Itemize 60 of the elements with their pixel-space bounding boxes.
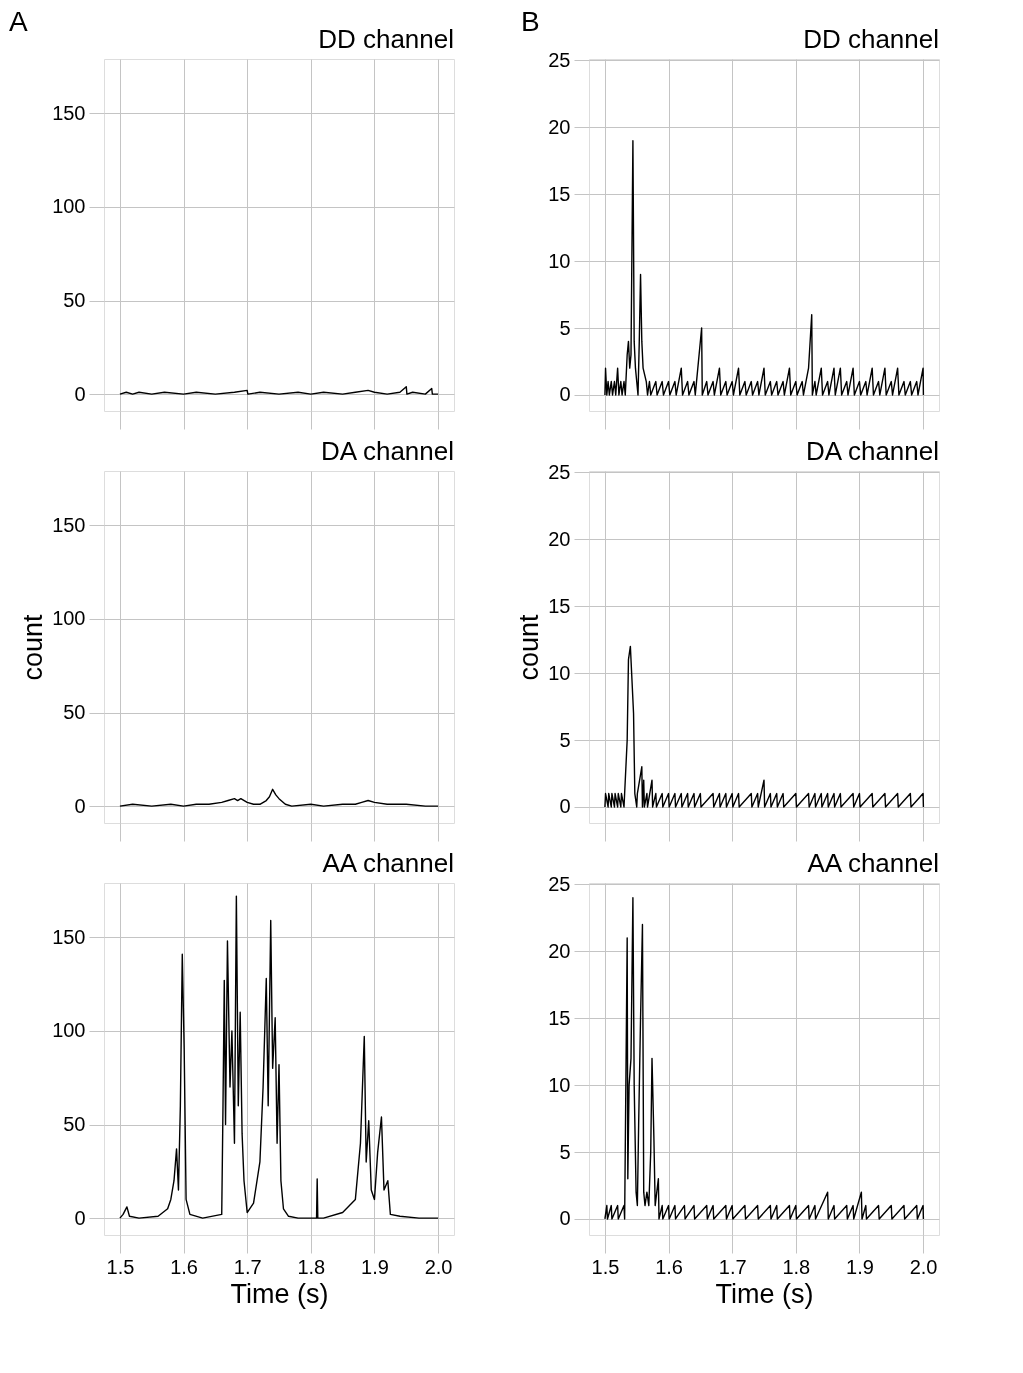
chart-title: DD channel [318, 24, 454, 54]
x-tick-label: 1.7 [233, 1255, 262, 1278]
y-tick-label: 25 [548, 872, 571, 895]
text: A [9, 6, 28, 37]
text: B [521, 6, 540, 37]
y-tick-label: 0 [74, 1206, 86, 1229]
x-tick-label: 1.9 [361, 1255, 389, 1278]
x-tick-label: 1.5 [591, 1255, 620, 1278]
y-tick-label: 100 [52, 1019, 86, 1042]
chart-title: DD channel [803, 24, 939, 54]
y-tick-label: 5 [559, 1140, 571, 1163]
y-tick-label: 0 [559, 1207, 571, 1230]
y-tick-label: 10 [548, 1073, 571, 1096]
line-series [604, 139, 925, 396]
x-tick-label: 1.8 [297, 1255, 326, 1278]
x-tick-label: 1.5 [106, 1255, 135, 1278]
y-axis-title: count [18, 613, 49, 681]
y-tick-label: 25 [548, 48, 571, 71]
y-tick-label: 5 [559, 728, 571, 751]
y-tick-label: 0 [74, 382, 86, 405]
x-axis-title: Time (s) [715, 1278, 814, 1309]
line-series [119, 385, 439, 395]
y-tick-label: 10 [548, 661, 571, 684]
y-tick-label: 20 [548, 527, 571, 550]
x-tick-label: 2.0 [909, 1255, 938, 1278]
y-axis-title: count [514, 613, 545, 681]
y-tick-label: 5 [559, 316, 571, 339]
chart-title: AA channel [322, 848, 454, 878]
y-tick-label: 15 [548, 594, 571, 617]
line-series [604, 645, 925, 808]
chart-title: AA channel [807, 848, 939, 878]
y-tick-label: 15 [548, 182, 571, 205]
y-tick-label: 20 [548, 115, 571, 138]
y-tick-label: 15 [548, 1006, 571, 1029]
x-tick-label: 2.0 [424, 1255, 453, 1278]
x-tick-label: 1.7 [718, 1255, 747, 1278]
line-series [119, 895, 439, 1219]
y-tick-label: 150 [52, 101, 86, 124]
y-tick-label: 50 [63, 289, 86, 312]
y-tick-label: 0 [559, 795, 571, 818]
y-tick-label: 50 [63, 701, 86, 724]
x-tick-label: 1.6 [170, 1255, 198, 1278]
x-axis-title: Time (s) [230, 1278, 329, 1309]
y-tick-label: 150 [52, 925, 86, 948]
y-tick-label: 0 [559, 383, 571, 406]
y-tick-label: 20 [548, 939, 571, 962]
y-tick-label: 50 [63, 1113, 86, 1136]
line-series [604, 897, 925, 1220]
y-tick-label: 0 [74, 794, 86, 817]
chart-title: DA channel [321, 436, 454, 466]
chart-title: DA channel [806, 436, 939, 466]
x-tick-label: 1.9 [846, 1255, 874, 1278]
x-tick-label: 1.6 [655, 1255, 683, 1278]
y-tick-label: 10 [548, 249, 571, 272]
y-tick-label: 150 [52, 513, 86, 536]
x-tick-label: 1.8 [782, 1255, 811, 1278]
y-tick-label: 100 [52, 607, 86, 630]
y-tick-label: 100 [52, 195, 86, 218]
y-tick-label: 25 [548, 460, 571, 483]
line-series [119, 788, 439, 807]
